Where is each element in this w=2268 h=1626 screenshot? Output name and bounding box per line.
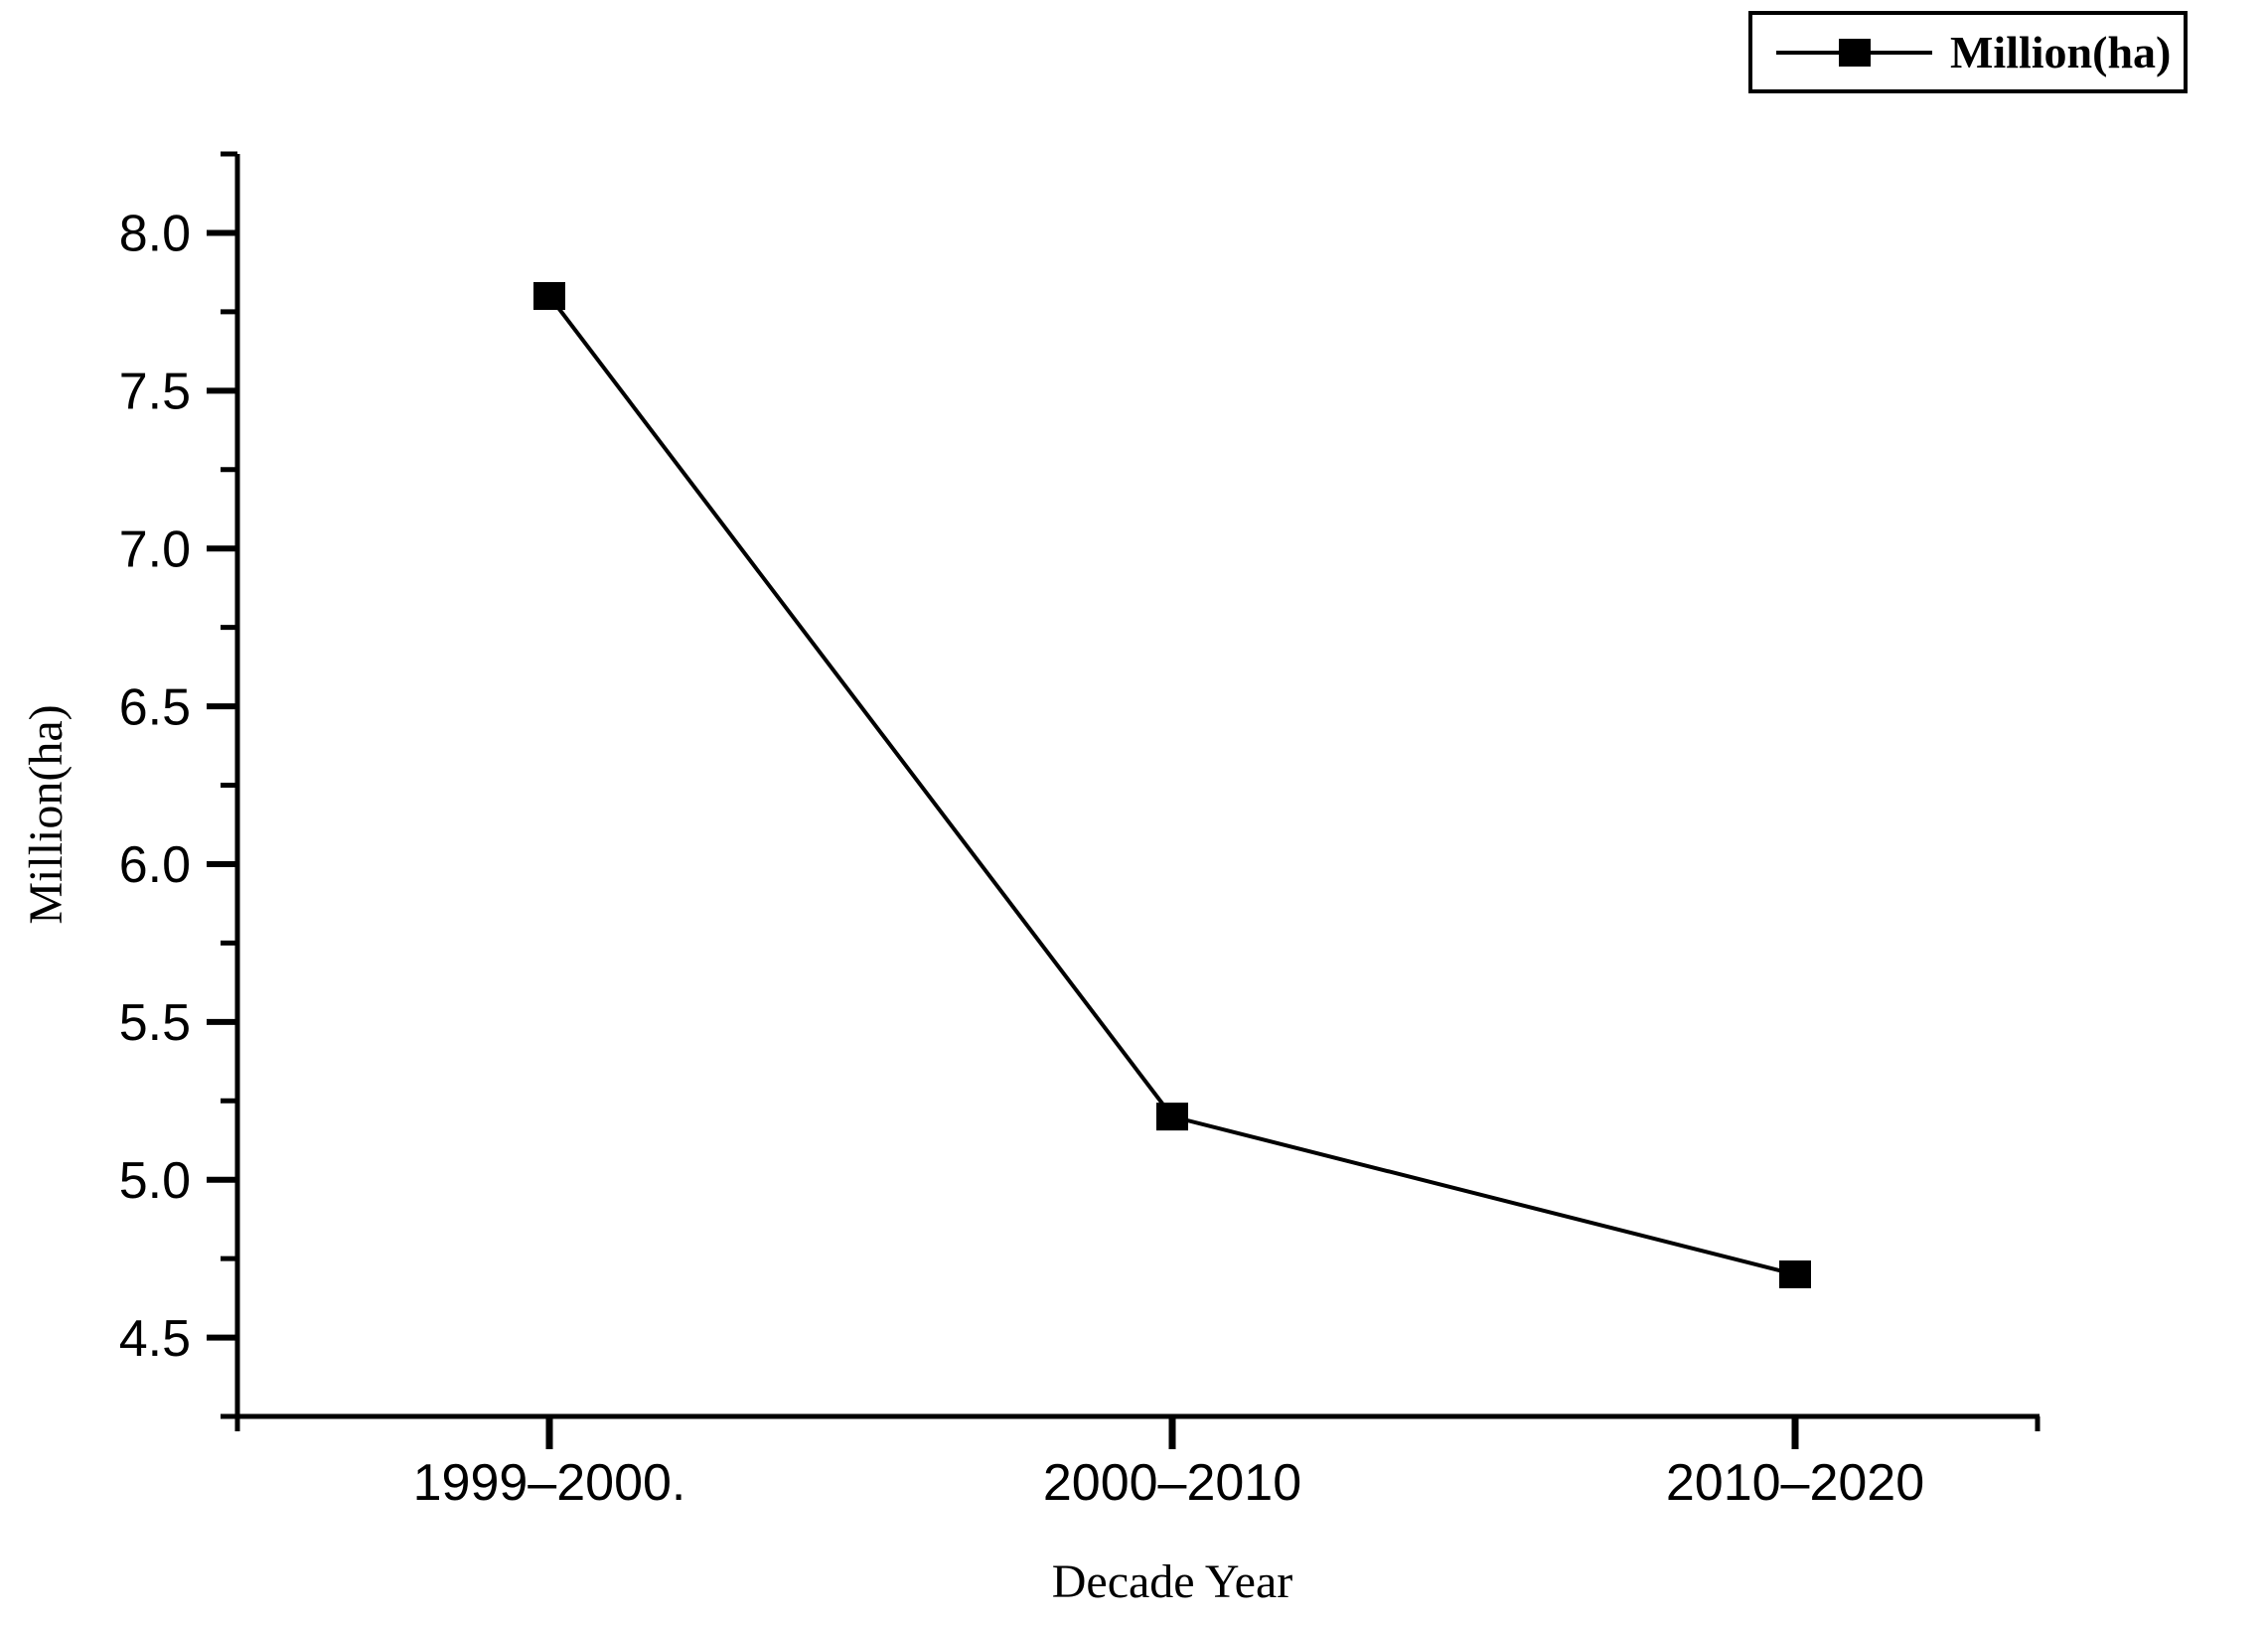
legend-line-sample [1776,38,1932,67]
y-tick-label: 7.0 [119,520,191,578]
y-tick-label: 6.5 [119,678,191,736]
data-point-marker [533,281,565,310]
data-point-marker [1779,1260,1811,1289]
x-axis-title: Decade Year [1052,1555,1293,1608]
legend-label: Million(ha) [1950,27,2172,77]
x-tick-label: 2010–2020 [1666,1454,1924,1512]
x-tick-label: 2000–2010 [1043,1454,1301,1512]
legend: Million(ha) [1748,11,2188,93]
y-tick-label: 5.0 [119,1152,191,1210]
y-tick-label: 5.5 [119,994,191,1052]
y-tick-label: 4.5 [119,1310,191,1368]
y-tick-label: 6.0 [119,836,191,894]
legend-square-marker-icon [1838,38,1871,67]
data-point-marker [1156,1103,1188,1131]
y-axis-title: Million(ha) [20,704,73,924]
y-tick-label: 8.0 [119,206,191,263]
y-tick-label: 7.5 [119,364,191,421]
x-tick-label: 1999–2000. [413,1454,686,1512]
